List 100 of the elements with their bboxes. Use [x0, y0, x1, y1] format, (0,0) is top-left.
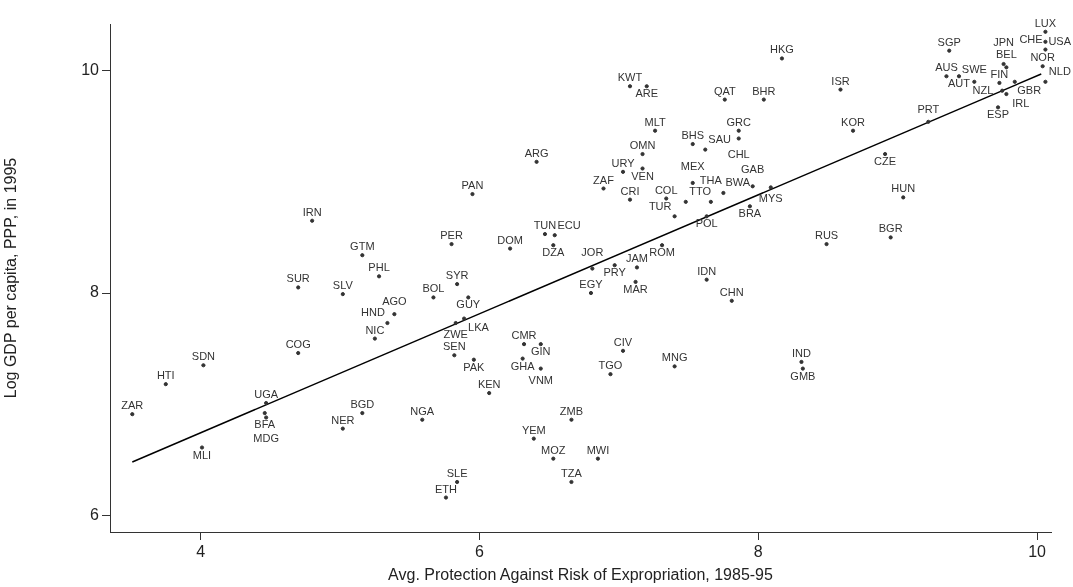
data-label: NGA	[410, 404, 435, 417]
data-label: JPN	[993, 36, 1015, 49]
data-label: ARG	[524, 146, 549, 159]
data-label: AUS	[935, 61, 958, 74]
data-label: BWA	[725, 176, 751, 189]
data-label: ZMB	[559, 404, 584, 417]
data-label: MLT	[644, 115, 666, 128]
data-label: YEM	[521, 423, 546, 436]
data-label: BFA	[254, 418, 276, 431]
y-tick-label: 6	[90, 505, 100, 523]
data-label: CHL	[727, 147, 750, 160]
data-label: UGA	[254, 388, 279, 401]
data-label: KOR	[841, 115, 866, 128]
data-label: VNM	[528, 373, 553, 386]
data-label: OMN	[629, 139, 656, 152]
data-label: MWI	[586, 443, 610, 456]
data-label: BGR	[878, 222, 903, 235]
data-label: IRL	[1012, 96, 1030, 109]
data-label: CHN	[719, 285, 744, 298]
data-label: CZE	[874, 155, 897, 168]
data-label: PHL	[368, 261, 390, 274]
data-label: DOM	[497, 233, 523, 246]
data-label: ETH	[434, 482, 458, 495]
data-label: MYS	[758, 192, 783, 205]
x-tick-label: 10	[1028, 543, 1047, 561]
data-label: NIC	[365, 323, 385, 336]
data-label: BRA	[738, 207, 762, 220]
data-label: HND	[361, 306, 385, 319]
data-label: THA	[699, 173, 723, 186]
data-label: IND	[791, 346, 811, 359]
data-label: ECU	[557, 218, 581, 231]
data-label: MDG	[253, 431, 279, 444]
data-label: MLI	[192, 448, 212, 461]
data-label: NER	[331, 413, 355, 426]
data-label: NZL	[972, 83, 994, 96]
x-tick-label: 4	[196, 543, 206, 561]
data-label: SGP	[937, 35, 961, 48]
data-label: COG	[285, 338, 311, 351]
data-label: AGO	[382, 295, 408, 308]
data-label: PAK	[463, 360, 486, 373]
data-label: SEN	[443, 340, 466, 353]
data-label: JOR	[581, 245, 604, 258]
data-label: BHR	[752, 84, 776, 97]
data-label: TTO	[689, 185, 712, 198]
data-label: GUY	[456, 298, 481, 311]
data-label: BEL	[995, 48, 1017, 61]
y-tick-label: 10	[81, 61, 100, 79]
y-axis-title: Log GDP per capita, PPP, in 1995	[2, 157, 20, 399]
data-label: ISR	[831, 74, 850, 87]
data-label: NOR	[1030, 51, 1055, 64]
data-label: HUN	[891, 182, 916, 195]
y-tick-label: 8	[90, 283, 100, 301]
data-label: TUR	[648, 199, 672, 212]
data-label: AUT	[947, 77, 971, 90]
data-label: TUN	[533, 219, 557, 232]
data-label: GAB	[741, 163, 765, 176]
data-label: USA	[1048, 34, 1072, 47]
data-label: SYR	[445, 269, 469, 282]
data-label: SUR	[286, 272, 310, 285]
data-label: GTM	[350, 240, 375, 253]
data-label: IRN	[302, 205, 322, 218]
data-label: MOZ	[541, 443, 566, 456]
data-label: QAT	[713, 84, 736, 97]
data-label: URY	[611, 156, 636, 169]
data-label: PRY	[603, 266, 627, 279]
data-label: MNG	[661, 351, 688, 364]
data-label: PER	[440, 229, 463, 242]
data-label: CHE	[1019, 33, 1043, 45]
data-label: ZAR	[121, 399, 144, 412]
data-label: ARE	[635, 87, 659, 100]
data-label: SLE	[446, 467, 468, 480]
data-label: POL	[695, 217, 718, 230]
data-label: GBR	[1017, 84, 1042, 97]
data-label: BOL	[422, 282, 445, 295]
data-label: RUS	[814, 229, 839, 242]
x-tick-label: 6	[474, 543, 484, 561]
data-label: ESP	[987, 108, 1010, 121]
data-label: COL	[654, 183, 678, 196]
data-label: GHA	[510, 359, 536, 372]
data-label: KEN	[477, 378, 501, 391]
data-label: CIV	[613, 335, 633, 348]
data-label: BGD	[350, 398, 375, 411]
data-label: ROM	[649, 246, 675, 259]
data-label: CMR	[511, 329, 537, 342]
data-label: GRC	[726, 115, 751, 128]
data-label: TZA	[561, 467, 583, 480]
data-label: NLD	[1048, 65, 1071, 78]
data-label: HKG	[770, 43, 794, 56]
data-label: LKA	[468, 321, 490, 334]
x-axis-title: Avg. Protection Against Risk of Expropriation, 1985-95	[388, 565, 774, 583]
data-label: CRI	[620, 184, 640, 197]
data-label: PAN	[461, 179, 484, 192]
x-tick-label: 8	[753, 543, 763, 561]
data-label: SLV	[332, 279, 354, 292]
data-label: ZAF	[593, 173, 615, 186]
data-label: MAR	[623, 282, 648, 295]
data-label: JAM	[625, 252, 648, 265]
data-label: KWT	[617, 71, 643, 84]
data-label: GMB	[790, 369, 816, 382]
data-label: FIN	[990, 67, 1009, 80]
